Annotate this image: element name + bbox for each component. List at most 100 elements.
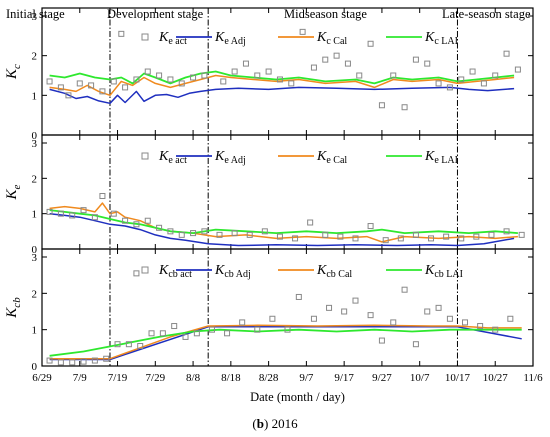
scatter-point [378,102,385,109]
scatter-point [341,308,348,315]
stage-label: Midseason stage [284,7,367,21]
scatter-point [239,319,246,326]
scatter-point [446,315,453,322]
scatter-point [507,315,514,322]
scatter-point [265,68,272,75]
scatter-point [469,68,476,75]
scatter-point [69,359,76,366]
scatter-point [171,323,178,330]
scatter-point [190,74,197,81]
scatter-point [458,76,465,83]
scatter-point [167,228,174,235]
scatter-point [57,359,64,366]
scatter-point [514,66,521,73]
legend-label: Kc LAI [424,30,458,47]
scatter-point [220,78,227,85]
panel-1: 0 1 2 3 Kc Ke act Ke Adj Kc Cal Kc LAI [4,7,534,142]
y-tick-label: 2 [32,51,38,63]
scatter-point [80,207,87,214]
series-line-lai [49,209,518,235]
scatter-point [299,28,306,35]
y-tick-label: 3 [32,138,38,150]
series-line-adj [49,86,515,105]
x-tick-label: 10/27 [483,372,509,384]
scatter-point [390,319,397,326]
y-axis-label: Kc [4,64,23,80]
series-line-cal [49,202,518,243]
x-tick-label: 10/7 [410,372,430,384]
scatter-point [193,330,200,337]
scatter-point [503,228,510,235]
scatter-point [401,286,408,293]
scatter-point [326,304,333,311]
y-tick-label: 3 [32,252,38,264]
scatter-point [295,293,302,300]
scatter-point [144,217,151,224]
scatter-point [246,231,253,238]
y-tick-label: 2 [32,288,38,300]
legend-label: Ke Adj [214,149,246,166]
scatter-point [307,219,314,226]
legend-label: Kcb act [158,263,192,280]
scatter-point [518,231,525,238]
scatter-point [46,208,53,215]
scatter-point [492,72,499,79]
legend-label: Kcb Cal [316,263,352,280]
scatter-point [148,330,155,337]
scatter-point [144,68,151,75]
scatter-point [167,76,174,83]
scatter-point [412,56,419,63]
scatter-point [276,233,283,240]
panel-frame [41,7,534,136]
scatter-point [435,304,442,311]
scatter-point [378,337,385,344]
y-tick-label: 1 [32,209,38,221]
scatter-point [159,330,166,337]
x-tick-label: 6/29 [32,372,52,384]
scatter-point [288,80,295,87]
scatter-point [473,233,480,240]
series-line-lai [49,328,522,357]
x-tick-label: 8/18 [221,372,241,384]
scatter-point [65,92,72,99]
legend-label: Ke Cal [316,149,347,166]
scatter-point [178,80,185,87]
y-tick-label: 2 [32,173,38,185]
scatter-point [137,343,144,350]
scatter-point [57,210,64,217]
scatter-point [488,231,495,238]
scatter-point [397,235,404,242]
scatter-point [435,80,442,87]
y-axis-label: Ke [4,184,23,200]
scatter-point [261,228,268,235]
scatter-point [284,326,291,333]
scatter-point [133,76,140,83]
scatter-point [401,104,408,111]
scatter-point [322,231,329,238]
scatter-point [352,235,359,242]
scatter-point [110,78,117,85]
scatter-point [118,30,125,37]
scatter-point [254,326,261,333]
y-tick-label: 0 [32,244,38,256]
legend-marker-act [141,152,149,160]
panel-3: 0 1 2 3 Kcb Kcb act Kcb Adj Kcb Cal Kcb LAI [4,248,534,373]
x-tick-label: 9/27 [372,372,392,384]
x-tick-label: 9/17 [334,372,354,384]
x-tick-label: 11/6 [523,372,543,384]
scatter-point [424,60,431,67]
scatter-point [382,237,389,244]
scatter-point [76,80,83,87]
x-tick-label: 7/19 [108,372,128,384]
scatter-point [254,72,261,79]
scatter-point [69,212,76,219]
series-line-cal [49,74,515,97]
scatter-point [462,319,469,326]
scatter-point [103,355,110,362]
scatter-point [310,64,317,71]
scatter-point [231,230,238,237]
legend-marker-act [141,33,149,41]
scatter-point [412,341,419,348]
scatter-point [333,52,340,59]
series-line-adj [49,212,515,247]
